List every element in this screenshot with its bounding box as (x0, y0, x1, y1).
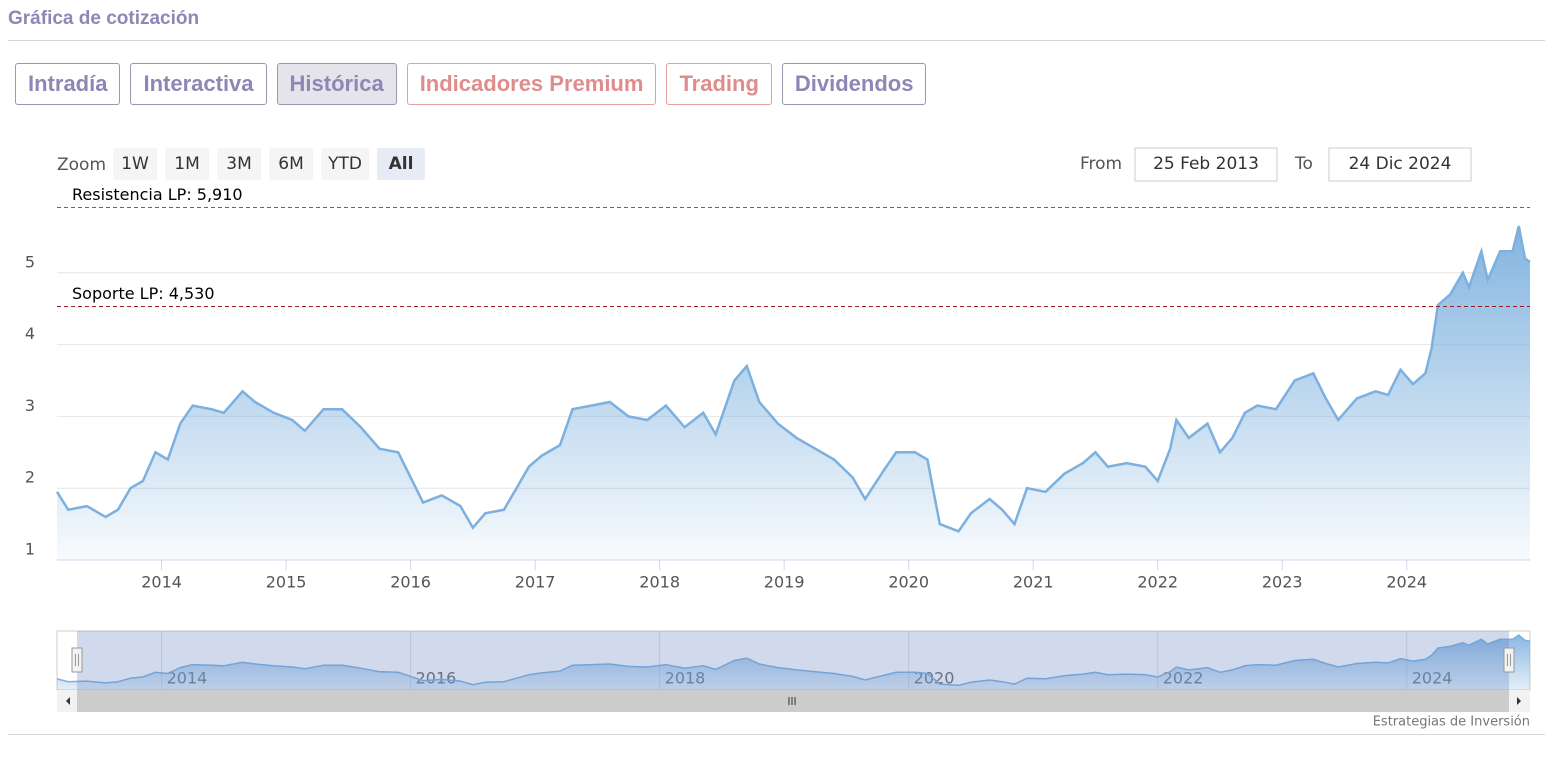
y-tick-label: 5 (25, 252, 35, 271)
zoom-button[interactable] (217, 148, 261, 180)
zoom-button[interactable] (321, 148, 369, 180)
y-tick-label: 4 (25, 324, 35, 343)
tab[interactable]: Dividendos (781, 63, 927, 105)
zoom-button-label: 3M (226, 154, 251, 174)
navigator-mask (77, 631, 1509, 690)
date-input[interactable] (1134, 147, 1278, 182)
x-tick-label: 2017 (515, 573, 556, 592)
line (55, 225, 1531, 533)
from-label: From (1080, 154, 1122, 174)
zoom-button-label: 1M (174, 154, 199, 174)
tab[interactable]: Interactiva (130, 63, 267, 105)
x-tick-label: 2024 (1386, 573, 1427, 592)
x-tick-label: 2020 (888, 573, 929, 592)
x-tick-label: 2014 (141, 573, 182, 592)
zoom-button[interactable] (165, 148, 209, 180)
scrollbar-thumb[interactable] (77, 690, 1509, 712)
scroll-arrow-right[interactable] (1517, 697, 1521, 705)
navigator-handle[interactable] (1503, 647, 1515, 673)
to-label: To (1294, 154, 1313, 174)
area (57, 226, 1530, 560)
navigator-area (57, 635, 1530, 690)
y-tick-label: 2 (25, 468, 35, 487)
handle-grip (1507, 654, 1511, 666)
handle-grip (75, 654, 79, 666)
zoom-button[interactable] (113, 148, 157, 180)
x-tick-label: 2019 (764, 573, 805, 592)
tab[interactable]: Histórica (276, 63, 397, 105)
y-tick-label: 1 (25, 540, 35, 559)
zoom-button-label: 1W (121, 154, 149, 174)
x-tick-label: 2021 (1013, 573, 1054, 592)
divider (8, 734, 1545, 735)
zoom-button[interactable] (269, 148, 313, 180)
y-tick-label: 3 (25, 396, 35, 415)
x-tick-label: 2023 (1262, 573, 1303, 592)
tab[interactable]: Intradía (15, 63, 121, 105)
section-title: Gráfica de cotización (8, 8, 200, 29)
x-tick-label: 2016 (390, 573, 431, 592)
x-tick-label: 2022 (1137, 573, 1178, 592)
x-tick-label: 2018 (639, 573, 680, 592)
date-input[interactable] (1328, 147, 1472, 182)
zoom-button[interactable] (377, 148, 425, 180)
zoom-button-label: 6M (278, 154, 303, 174)
level-label: Resistencia LP: 5,910 (72, 185, 243, 204)
zoom-button-label: YTD (327, 154, 362, 174)
level-label: Soporte LP: 4,530 (72, 284, 215, 303)
zoom-button-label: All (389, 154, 414, 174)
zoom-label: Zoom (57, 155, 106, 175)
navigator-line (56, 634, 1531, 687)
to-date: 24 Dic 2024 (1349, 154, 1452, 174)
tab-bar: Intradía Interactiva Histórica Indicadores … (15, 63, 927, 105)
from-date: 25 Feb 2013 (1153, 154, 1259, 174)
navigator-handle[interactable] (71, 647, 83, 673)
scrollbar-grip (788, 697, 796, 705)
x-tick-label: 2015 (266, 573, 307, 592)
tab[interactable]: Trading (666, 63, 772, 105)
divider (8, 40, 1545, 41)
credit: Estrategias de Inversión (1373, 715, 1530, 730)
tab[interactable]: Indicadores Premium (406, 63, 657, 105)
scroll-arrow-left[interactable] (66, 697, 70, 705)
